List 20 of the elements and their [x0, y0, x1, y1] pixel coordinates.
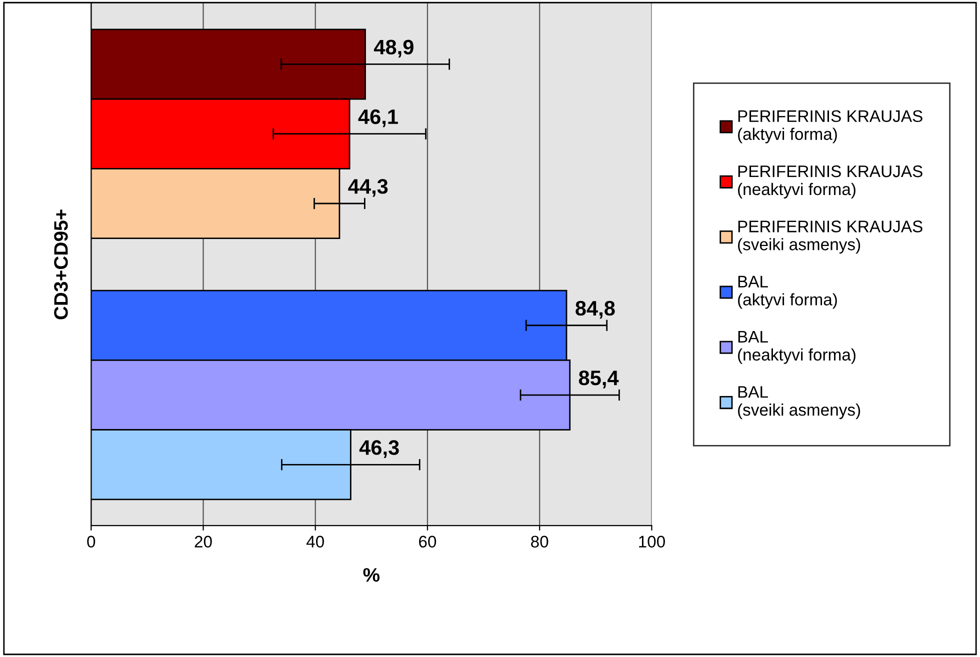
data-label: 46,1: [358, 109, 398, 128]
data-label: 44,3: [348, 179, 388, 197]
x-tick-label: 20: [194, 536, 212, 548]
x-tick-label: 80: [531, 536, 548, 548]
x-tick-label: 60: [419, 536, 436, 548]
data-label: 48,9: [374, 40, 414, 58]
x-tick-label: 40: [306, 536, 324, 548]
data-label: 46,3: [359, 440, 399, 458]
legend-label: PERIFERINIS KRAUJAS (aktyvi forma): [738, 110, 922, 144]
legend-label: PERIFERINIS KRAUJAS (sveiki asmenys): [738, 220, 922, 254]
x-tick-label: 0: [87, 536, 96, 548]
x-axis-title: %: [363, 568, 380, 582]
legend-label: BAL (neaktyvi forma): [738, 331, 856, 364]
data-label: 85,4: [578, 370, 619, 388]
legend-label: BAL (sveiki asmenys): [738, 386, 860, 420]
data-label: 84,8: [576, 300, 615, 319]
legend-label: PERIFERINIS KRAUJAS (neaktyvi forma): [738, 165, 922, 198]
legend-label: BAL (aktyvi forma): [738, 276, 837, 309]
y-axis-title: CD3+CD95+: [54, 210, 68, 320]
x-tick-label: 100: [639, 536, 665, 548]
